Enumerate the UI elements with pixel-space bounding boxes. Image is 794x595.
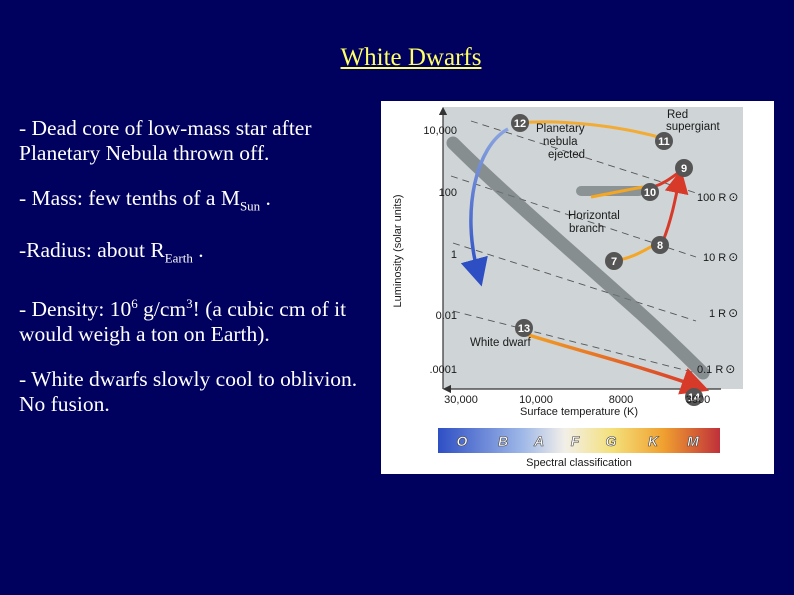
label-planetary-nebula-1: Planetary xyxy=(536,123,585,135)
spectral-class-f: F xyxy=(571,433,580,449)
x-tick-8000: 8000 xyxy=(609,394,633,406)
svg-text:9: 9 xyxy=(681,163,687,175)
spectral-class-o: O xyxy=(457,433,468,449)
label-planetary-nebula-2: nebula xyxy=(543,136,578,148)
label-horizontal-branch-1: Horizontal xyxy=(568,210,620,222)
stage-7 xyxy=(605,252,623,270)
svg-text:7: 7 xyxy=(611,256,617,268)
label-white-dwarf: White dwarf xyxy=(470,337,532,349)
radius-label-1: 1 R ⊙ xyxy=(709,306,738,320)
spectral-class-m: M xyxy=(687,433,699,449)
radius-label-0.1: 0.1 R ⊙ xyxy=(697,362,735,376)
bullet-cooling: - White dwarfs slowly cool to oblivion. … xyxy=(19,366,358,416)
radius-label-10: 10 R ⊙ xyxy=(703,250,738,264)
hr-diagram-figure: 12 11 9 10 8 7 13 14 Planetary nebula ej… xyxy=(381,101,774,474)
spectral-class-k: K xyxy=(648,433,659,449)
stage-13 xyxy=(515,319,533,337)
stage-10 xyxy=(641,183,659,201)
slide-title: White Dwarfs xyxy=(340,44,482,71)
svg-text:10: 10 xyxy=(644,187,656,199)
label-red-supergiant-2: supergiant xyxy=(666,121,721,133)
bullet-density: - Density: 106 g/cm3! (a cubic cm of it … xyxy=(19,295,347,346)
label-horizontal-branch-2: branch xyxy=(569,223,604,235)
svg-text:8: 8 xyxy=(657,240,663,252)
bullet-mass: - Mass: few tenths of a MSun . xyxy=(19,186,271,214)
stage-11 xyxy=(655,132,673,150)
stage-markers: 12 11 9 10 8 7 13 14 xyxy=(511,114,703,406)
stage-14 xyxy=(685,388,703,406)
plot-background xyxy=(443,107,743,389)
radius-lines xyxy=(450,120,697,374)
label-red-supergiant-1: Red xyxy=(667,109,688,121)
stage-12 xyxy=(511,114,529,132)
x-axis-label: Surface temperature (K) xyxy=(520,406,638,418)
main-sequence-band xyxy=(446,136,710,380)
y-tick-10000: 10,000 xyxy=(423,125,457,137)
y-tick-100: 100 xyxy=(439,187,457,199)
x-tick-10000: 10,000 xyxy=(519,394,553,406)
spectral-class-b: B xyxy=(498,433,508,449)
path-up-to-9 xyxy=(661,169,689,242)
y-tick-1: 1 xyxy=(451,249,457,261)
x-tick-3000: 3000 xyxy=(686,394,710,406)
y-tick-0.01: 0.01 xyxy=(436,310,457,322)
bullet-radius: -Radius: about REarth . xyxy=(19,238,204,266)
bullet-dead-core: - Dead core of low-mass star after Plane… xyxy=(19,116,312,165)
spectral-bar xyxy=(438,428,720,453)
svg-text:13: 13 xyxy=(518,323,530,335)
x-tick-30000: 30,000 xyxy=(444,394,478,406)
svg-text:12: 12 xyxy=(514,118,526,130)
spectral-class-a: A xyxy=(533,433,544,449)
y-axis-label: Luminosity (solar units) xyxy=(392,194,404,307)
path-descent xyxy=(460,127,509,287)
svg-text:11: 11 xyxy=(658,136,670,148)
stage-9 xyxy=(675,159,693,177)
y-tick-0.0001: .0001 xyxy=(429,364,457,376)
bullet-list: - Dead core of low-mass star after Plane… xyxy=(19,116,364,437)
svg-text:14: 14 xyxy=(688,392,701,404)
spectral-class-g: G xyxy=(606,433,617,449)
radius-label-100: 100 R ⊙ xyxy=(697,190,738,204)
path-horizontal xyxy=(590,185,644,199)
path-wd-cooling xyxy=(515,329,710,395)
path-11-to-12 xyxy=(518,120,667,141)
label-planetary-nebula-3: ejected xyxy=(548,149,585,161)
spectral-caption: Spectral classification xyxy=(526,457,632,469)
stage-8 xyxy=(651,236,669,254)
